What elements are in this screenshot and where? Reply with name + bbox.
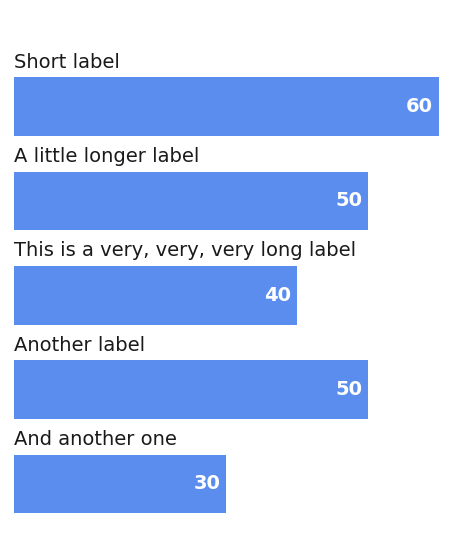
Bar xyxy=(14,360,368,419)
Text: And another one: And another one xyxy=(14,430,177,449)
Text: 30: 30 xyxy=(194,474,221,493)
Bar xyxy=(14,455,227,513)
Text: Short label: Short label xyxy=(14,53,120,72)
Text: 40: 40 xyxy=(264,286,292,305)
Bar xyxy=(14,266,297,325)
Text: A little longer label: A little longer label xyxy=(14,147,200,166)
Text: 50: 50 xyxy=(335,191,362,210)
Text: 50: 50 xyxy=(335,380,362,399)
Bar xyxy=(14,172,368,230)
Text: Another label: Another label xyxy=(14,335,146,354)
Text: This is a very, very, very long label: This is a very, very, very long label xyxy=(14,241,356,260)
Text: 60: 60 xyxy=(406,97,433,116)
Bar xyxy=(14,78,438,136)
